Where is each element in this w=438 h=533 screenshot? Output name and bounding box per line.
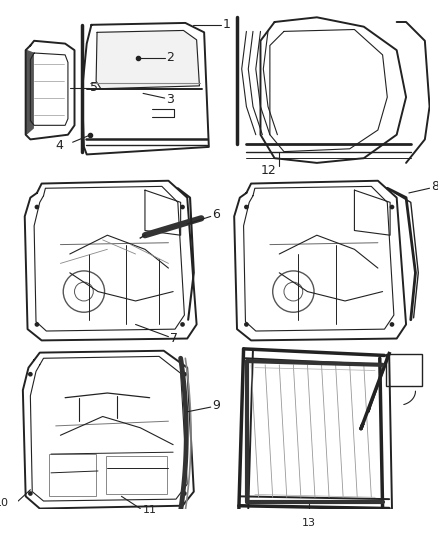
Bar [386,353,422,386]
Circle shape [28,491,33,496]
Circle shape [244,205,249,209]
Bar [49,454,96,496]
Circle shape [180,322,185,327]
Text: 9: 9 [212,399,220,411]
Circle shape [28,372,33,377]
Circle shape [390,322,394,327]
Text: 8: 8 [431,180,438,193]
Text: 12: 12 [261,164,276,177]
Text: 2: 2 [166,51,174,64]
Text: 5: 5 [91,81,99,94]
Text: 6: 6 [212,208,220,221]
Circle shape [180,205,185,209]
Text: 7: 7 [170,332,178,345]
Circle shape [35,205,39,209]
Bar [106,456,166,494]
Polygon shape [26,50,33,135]
Text: 11: 11 [143,505,157,515]
Circle shape [390,205,394,209]
Text: 10: 10 [0,498,9,508]
Text: 1: 1 [223,18,231,31]
Text: 13: 13 [302,518,316,528]
Circle shape [182,491,187,496]
Polygon shape [96,30,199,88]
Text: 3: 3 [166,93,174,107]
Text: 4: 4 [56,139,64,151]
Circle shape [182,372,187,377]
Circle shape [244,322,249,327]
Circle shape [35,322,39,327]
